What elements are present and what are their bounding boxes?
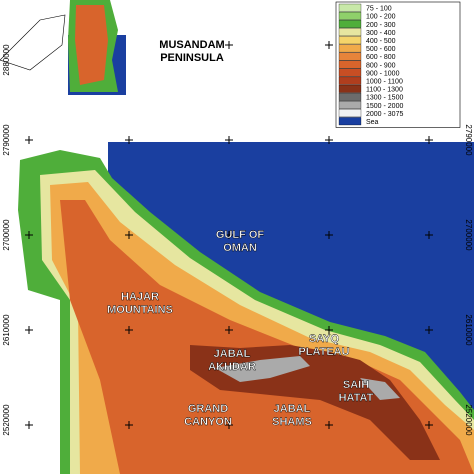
legend-swatch — [338, 84, 362, 93]
label: SAIH — [343, 379, 369, 391]
label: PENINSULA — [160, 52, 224, 64]
legend-swatch — [338, 60, 362, 69]
label: HAJAR — [121, 291, 159, 303]
legend-label: 900 - 1000 — [366, 70, 400, 77]
legend-swatch — [338, 92, 362, 101]
legend-swatch — [338, 44, 362, 53]
coastline-uae — [0, 14, 66, 71]
peaks — [215, 356, 310, 382]
legend-swatch — [338, 109, 362, 118]
right-tick-label: 2520000 — [464, 404, 473, 436]
label: AKHDAR — [208, 361, 256, 373]
legend-label: 200 - 300 — [366, 22, 396, 29]
legend-label: 75 - 100 — [366, 6, 392, 13]
label: HATAT — [339, 392, 374, 404]
label: SAYQ — [309, 333, 340, 345]
right-tick-label: 2610000 — [464, 314, 473, 346]
peaks — [360, 378, 400, 400]
legend-label: 1500 - 2000 — [366, 103, 403, 110]
legend-swatch — [338, 28, 362, 37]
grid-crosses — [25, 41, 433, 429]
legend-swatch — [338, 76, 362, 85]
label: MOUNTAINS — [107, 304, 173, 316]
legend-label: 1100 - 1300 — [366, 87, 403, 94]
legend-label: 800 - 900 — [366, 62, 396, 69]
label: GULF OF — [216, 229, 265, 241]
label: SHAMS — [272, 416, 312, 428]
right-tick-label: 2700000 — [464, 219, 473, 251]
legend-swatch — [338, 36, 362, 45]
label: PLATEAU — [298, 346, 349, 358]
left-tick-label: 2520000 — [2, 404, 11, 436]
label: CANYON — [184, 416, 232, 428]
legend-label: Sea — [366, 119, 379, 126]
label: MUSANDAM — [159, 39, 224, 51]
label: OMAN — [223, 242, 257, 254]
legend-label: 1000 - 1100 — [366, 79, 403, 86]
legend-label: 500 - 600 — [366, 46, 396, 53]
legend-label: 1300 - 1500 — [366, 95, 403, 102]
label: GRAND — [188, 403, 228, 415]
legend-label: 600 - 800 — [366, 54, 396, 61]
left-tick-label: 2790000 — [2, 124, 11, 156]
label: JABAL — [274, 403, 311, 415]
left-tick-label: 2610000 — [2, 314, 11, 346]
legend-swatch — [338, 20, 362, 28]
legend-swatch — [338, 101, 362, 109]
label: JABAL — [214, 348, 251, 360]
legend-label: 400 - 500 — [366, 38, 396, 45]
crosses — [25, 41, 433, 429]
left-tick-label: 2700000 — [2, 219, 11, 251]
legend-label: 2000 - 3075 — [366, 111, 403, 118]
legend-label: 100 - 200 — [366, 14, 396, 21]
legend-swatch — [338, 117, 362, 126]
legend-swatch — [338, 3, 362, 12]
legend-swatch — [338, 11, 362, 20]
legend-swatch — [338, 52, 362, 61]
legend-label: 300 - 400 — [366, 30, 396, 37]
right-tick-label: 2790000 — [464, 124, 473, 156]
left-tick-label: 2880000 — [2, 44, 11, 76]
legend-swatch — [338, 68, 362, 77]
musandam-mountains — [75, 5, 108, 85]
